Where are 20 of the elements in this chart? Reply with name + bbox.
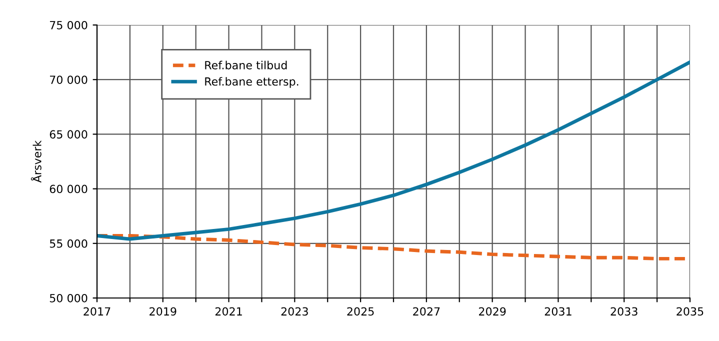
x-tick-label: 2019 bbox=[150, 307, 176, 316]
y-tick-label: 50 000 bbox=[50, 294, 88, 302]
y-tick-label: 65 000 bbox=[50, 130, 88, 139]
x-tick-label: 2029 bbox=[479, 307, 506, 316]
x-tick-label: 2033 bbox=[610, 307, 638, 316]
x-tick-label: 2021 bbox=[215, 307, 242, 316]
legend-label: Ref.bane ettersp. bbox=[205, 77, 298, 88]
x-tick-label: 2035 bbox=[676, 307, 704, 316]
legend-label: Ref.bane tilbud bbox=[205, 60, 287, 70]
x-tick-label: 2031 bbox=[544, 307, 572, 316]
y-tick-label: 75 000 bbox=[50, 20, 88, 30]
y-tick-label: 70 000 bbox=[50, 76, 88, 84]
y-tick-label: 55 000 bbox=[50, 239, 88, 248]
y-tick-label: 60 000 bbox=[50, 184, 88, 194]
y-axis-title: Årsverk bbox=[30, 140, 42, 183]
x-tick-label: 2027 bbox=[413, 307, 440, 316]
x-tick-label: 2025 bbox=[347, 307, 374, 316]
x-tick-label: 2023 bbox=[281, 307, 308, 316]
line-series bbox=[97, 60, 690, 241]
x-tick-label: 2017 bbox=[84, 307, 110, 316]
